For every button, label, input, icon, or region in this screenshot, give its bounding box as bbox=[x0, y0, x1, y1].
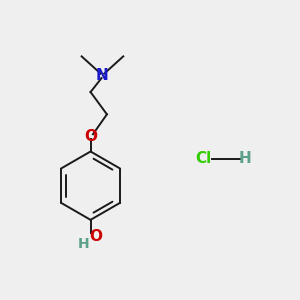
Text: H: H bbox=[77, 237, 89, 250]
Text: O: O bbox=[89, 229, 102, 244]
Text: N: N bbox=[96, 68, 109, 83]
Text: O: O bbox=[84, 129, 97, 144]
Text: Cl: Cl bbox=[195, 152, 212, 166]
Text: H: H bbox=[239, 152, 251, 166]
